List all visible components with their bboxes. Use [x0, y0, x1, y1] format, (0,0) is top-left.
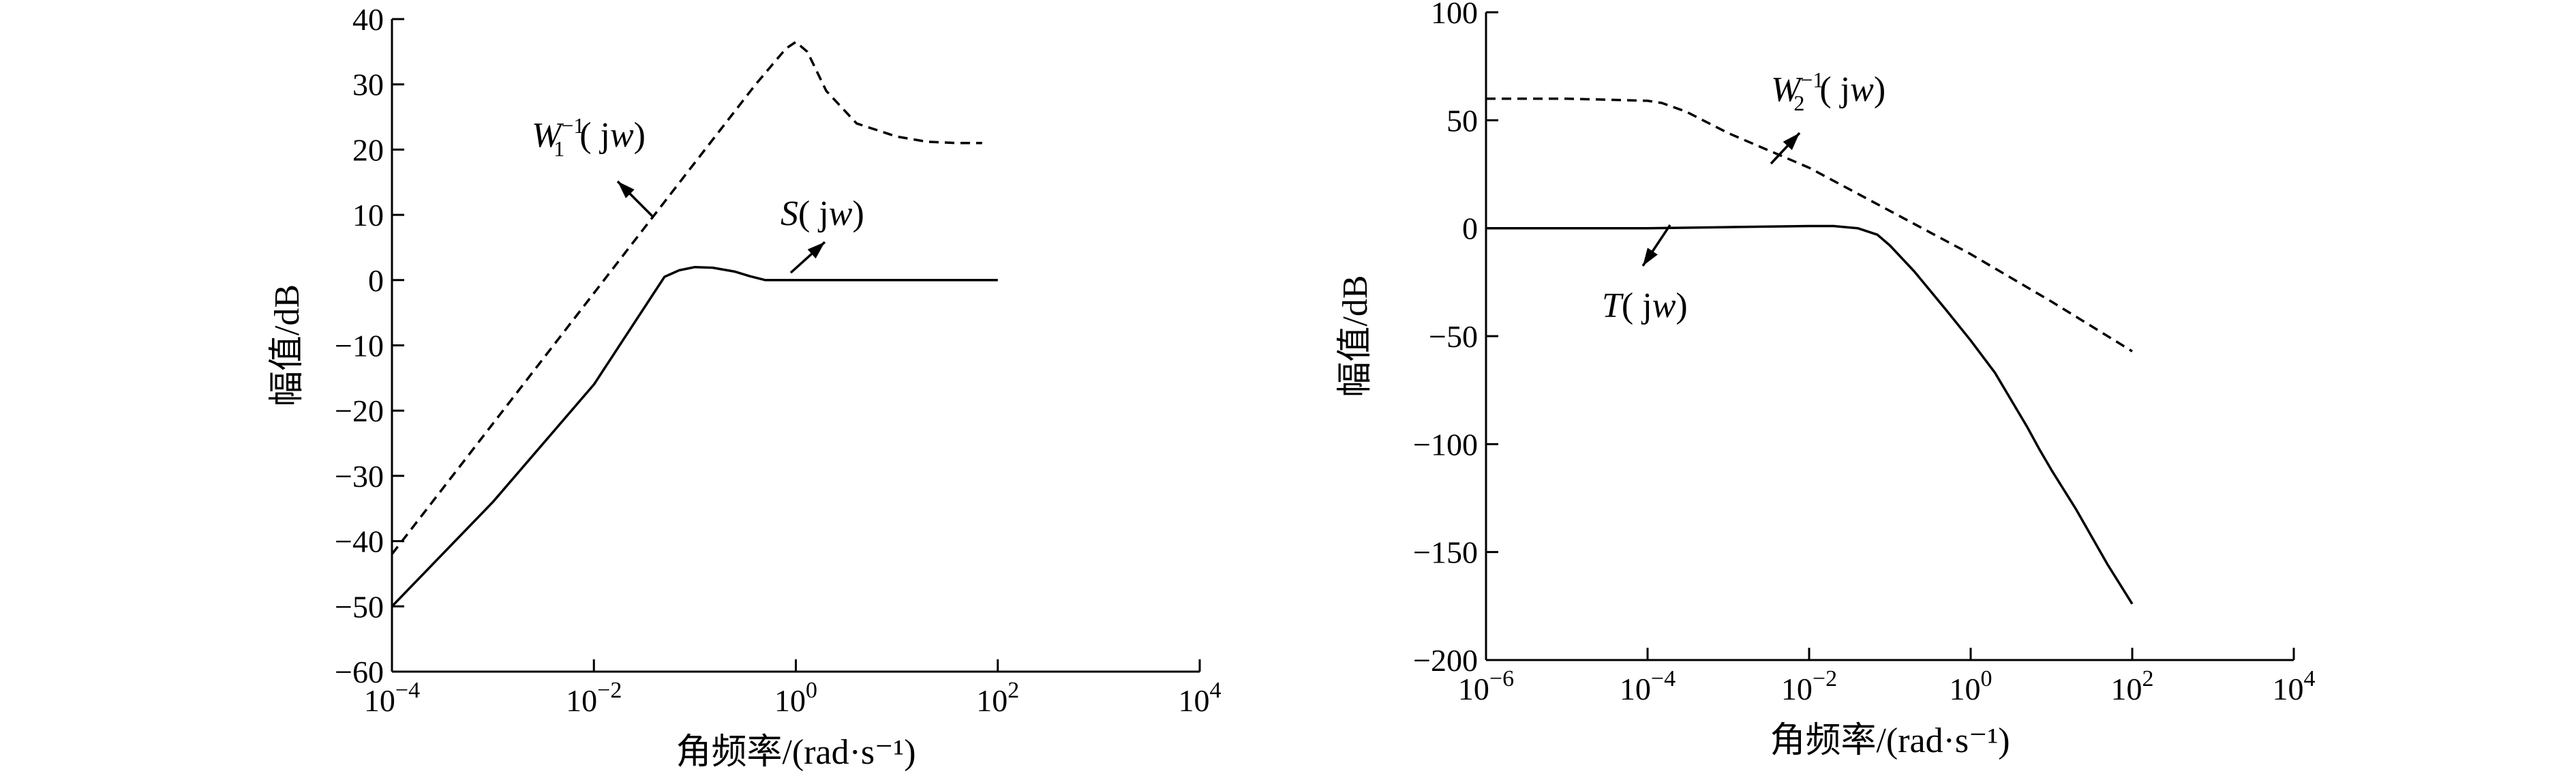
- y-tick-label: −60: [335, 655, 384, 689]
- annotation-label: S( jw): [781, 194, 864, 233]
- annotation-label: T( jw): [1602, 286, 1688, 325]
- y-tick-label: −50: [335, 589, 384, 624]
- x-tick-label: 100: [774, 678, 817, 718]
- annotation-label: W−1 1( jw): [532, 113, 646, 161]
- y-tick-label: 100: [1431, 0, 1478, 30]
- solid-series-line: [391, 265, 998, 608]
- x-axis-label: 角频率/(rad·s⁻¹): [676, 733, 915, 772]
- y-tick-label: 50: [1446, 103, 1478, 138]
- y-tick-label: 0: [368, 263, 384, 298]
- x-tick-label: 104: [1179, 678, 1222, 718]
- y-tick-label: −20: [335, 393, 384, 428]
- x-tick-label: 100: [1950, 666, 1992, 706]
- y-tick-label: 20: [352, 132, 384, 167]
- x-tick-label: 10−2: [1781, 666, 1837, 706]
- solid-series-line: [1486, 224, 2134, 605]
- x-tick-label: 10−2: [566, 678, 622, 718]
- x-tick-label: 10−6: [1458, 666, 1514, 706]
- y-tick-label: −10: [335, 329, 384, 363]
- x-tick-label: 104: [2273, 666, 2316, 706]
- x-axis-label: 角频率/(rad·s⁻¹): [1770, 721, 2010, 760]
- y-tick-label: −50: [1429, 319, 1478, 354]
- y-tick-label: −40: [335, 524, 384, 559]
- y-tick-label: −30: [335, 459, 384, 494]
- y-tick-label: 40: [352, 2, 384, 37]
- y-tick-label: −200: [1413, 643, 1478, 678]
- x-tick-label: 102: [2111, 666, 2154, 706]
- x-tick-label: 102: [976, 678, 1019, 718]
- x-tick-label: 10−4: [364, 678, 420, 718]
- y-tick-label: −150: [1413, 535, 1478, 570]
- annotation-arrowhead: [618, 181, 635, 198]
- annotation-arrowhead: [1783, 133, 1800, 151]
- y-tick-label: −100: [1413, 427, 1478, 462]
- dashed-series-line: [391, 40, 982, 555]
- y-tick-label: 0: [1462, 211, 1478, 246]
- x-tick-label: 10−4: [1620, 666, 1676, 706]
- y-tick-label: 30: [352, 68, 384, 102]
- annotation-arrowhead: [807, 242, 825, 259]
- y-tick-label: 10: [352, 198, 384, 233]
- dashed-series-line: [1486, 97, 2133, 353]
- y-axis-label: 幅值/dB: [268, 284, 307, 406]
- annotation-label: W−1 2( jw): [1771, 68, 1885, 115]
- annotation-arrowhead: [1643, 248, 1658, 266]
- y-axis-label: 幅值/dB: [1336, 275, 1375, 397]
